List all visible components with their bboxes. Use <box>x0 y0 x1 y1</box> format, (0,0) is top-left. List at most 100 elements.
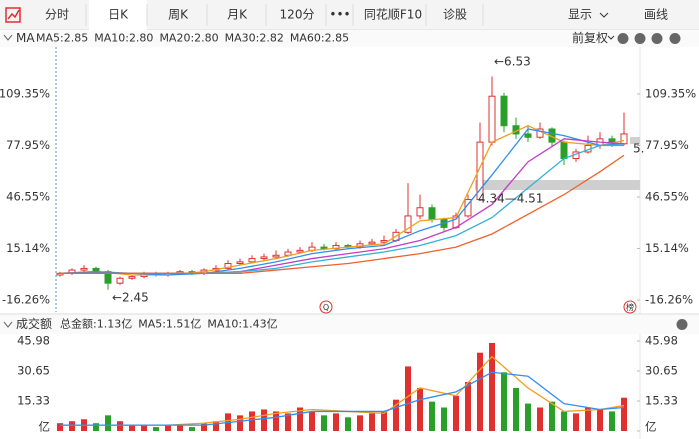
volume-legend-item: MA10:1.43亿 <box>207 318 277 331</box>
y-tick-label: -16.26% <box>2 293 50 307</box>
candle-body <box>476 141 484 201</box>
volume-bar <box>153 427 159 431</box>
price-annotation: 4.34—4.51 <box>478 192 543 206</box>
y-tick-label-right: -16.26% <box>645 293 693 307</box>
badge-circle[interactable] <box>319 300 333 314</box>
tab[interactable]: 同花顺F10 <box>364 7 422 22</box>
candle-body <box>488 95 496 143</box>
candle-body <box>260 256 268 260</box>
volume-legend-item: 总金额:1.13亿 <box>60 317 132 331</box>
y-tick-label: 15.14% <box>6 241 50 255</box>
candle-body <box>272 254 280 258</box>
volume-bar <box>597 409 603 431</box>
candle-body <box>524 133 532 138</box>
volume-bar <box>525 403 531 431</box>
volume-bar <box>345 417 351 431</box>
tab[interactable]: 分时 <box>45 8 69 22</box>
volume-bar <box>393 399 399 431</box>
collapse-arrow[interactable] <box>3 321 13 328</box>
settings[interactable] <box>669 33 681 44</box>
volume-tick-label-right: 45.98 <box>645 334 678 348</box>
volume-bar <box>573 413 579 431</box>
current-price-band <box>630 137 640 144</box>
y-tick-label-right: 77.95% <box>645 138 689 152</box>
tab[interactable]: 月K <box>227 8 248 22</box>
tab[interactable]: 诊股 <box>443 8 467 22</box>
volume-bar <box>621 397 627 431</box>
volume-bar <box>237 415 243 431</box>
zoom-in[interactable] <box>634 33 646 44</box>
volume-tick-label: 30.65 <box>17 364 50 378</box>
volume-tick-label-right: 15.33 <box>645 393 678 407</box>
volume-ma-line <box>60 371 625 426</box>
volume-tick-label-right: 30.65 <box>645 364 678 378</box>
volume-bar <box>333 413 339 431</box>
tab[interactable]: ••• <box>329 8 350 22</box>
badge[interactable]: Q <box>323 303 329 312</box>
volume-bar <box>141 425 147 431</box>
volume-bar <box>429 401 435 431</box>
y-tick-label: 46.55% <box>6 189 50 203</box>
ma-legend-item: MA60:2.85 <box>290 32 349 45</box>
volume-bar <box>585 407 591 431</box>
volume-bar <box>57 423 63 431</box>
zoom-out[interactable] <box>617 33 629 44</box>
chart-icon[interactable] <box>5 7 21 23</box>
dropdown-arrow <box>607 35 615 40</box>
badge[interactable]: 榜 <box>626 302 634 312</box>
settings[interactable] <box>676 319 688 330</box>
badge-circle[interactable] <box>623 300 637 314</box>
chart-icon-line <box>7 9 20 20</box>
volume-bar <box>489 342 495 431</box>
volume-bar <box>129 425 135 431</box>
ma-legend-bar <box>0 30 699 47</box>
volume-bar <box>201 423 207 431</box>
ma-legend-item: MA10:2.80 <box>94 32 153 45</box>
candle-body <box>608 138 616 145</box>
display-button[interactable]: 显示 <box>568 8 592 22</box>
volume-bar <box>453 395 459 431</box>
tab[interactable]: 周K <box>168 8 189 22</box>
ma-title: MA <box>16 31 35 45</box>
volume-tick-label: 15.33 <box>17 393 50 407</box>
volume-bar <box>285 413 291 431</box>
candle-body <box>620 133 628 145</box>
volume-bar <box>189 427 195 431</box>
ma-legend-item: MA30:2.82 <box>225 32 284 45</box>
volume-bar <box>297 407 303 431</box>
ma-line <box>60 154 625 274</box>
candle-body <box>296 249 304 253</box>
price-annotation: ←2.45 <box>112 291 149 305</box>
volume-legend-item: MA5:1.51亿 <box>138 318 201 331</box>
tab-active-bg <box>89 0 147 31</box>
ma-legend-item: MA5:2.85 <box>36 32 88 45</box>
volume-bar <box>549 401 555 431</box>
candle-body <box>428 207 436 220</box>
collapse-arrow[interactable] <box>3 34 13 41</box>
candle-body <box>128 276 136 279</box>
volume-bar <box>465 382 471 431</box>
close-panel[interactable] <box>651 33 663 44</box>
volume-bar <box>405 366 411 431</box>
ma-line <box>60 138 625 274</box>
y-tick-label-right: 46.55% <box>645 189 689 203</box>
volume-tick-label: 45.98 <box>17 334 50 348</box>
volume-bar <box>105 415 111 431</box>
volume-bar <box>273 411 279 431</box>
volume-bar <box>213 421 219 431</box>
volume-bar <box>441 407 447 431</box>
tab[interactable]: 120分 <box>280 8 315 22</box>
price-range-band <box>475 180 640 190</box>
y-tick-label: 109.35% <box>0 87 50 101</box>
candle-body <box>224 262 232 269</box>
draw-button[interactable]: 画线 <box>644 8 668 22</box>
candle-body <box>368 241 376 245</box>
volume-bar <box>261 409 267 431</box>
volume-bar <box>537 407 543 431</box>
volume-bar <box>609 411 615 431</box>
adjust-select[interactable]: 前复权 <box>572 30 608 45</box>
tab[interactable]: 日K <box>108 8 129 22</box>
volume-bar <box>477 352 483 431</box>
y-tick-label-right: 109.35% <box>645 87 696 101</box>
candle-body <box>236 261 244 264</box>
